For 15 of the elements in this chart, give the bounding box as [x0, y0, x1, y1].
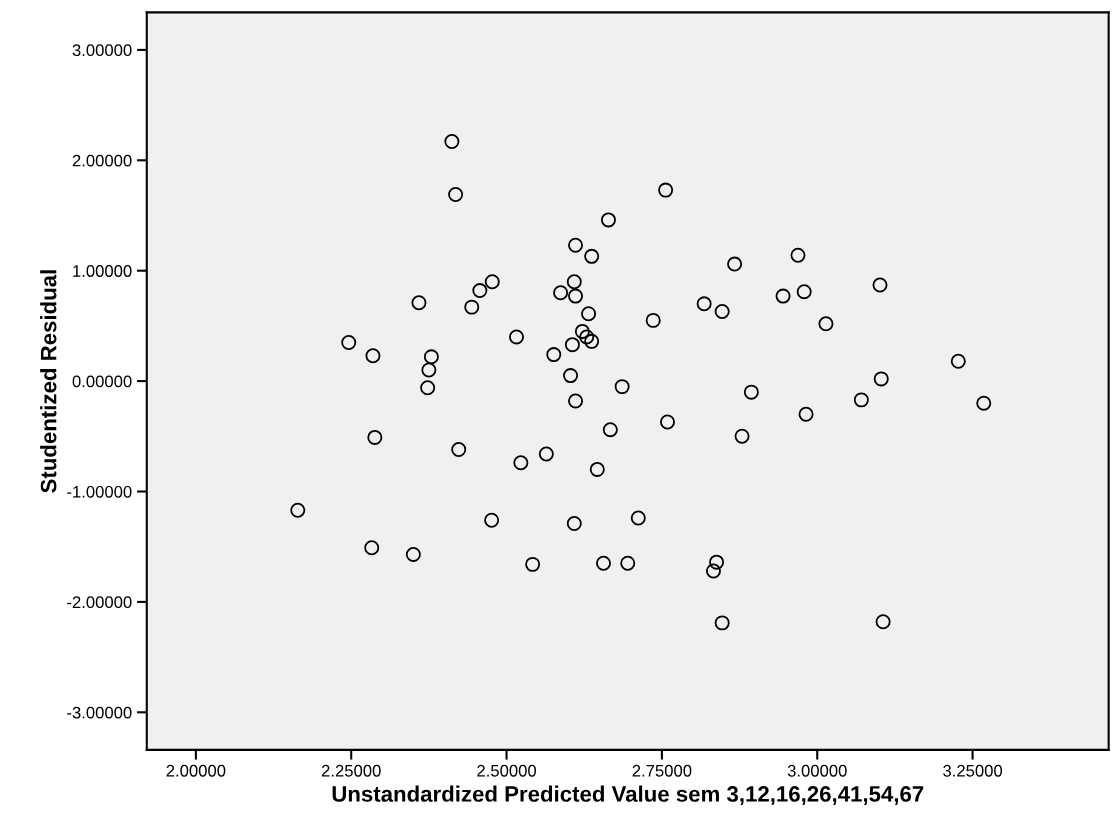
y-tick-label: -2.00000 [67, 596, 132, 609]
x-tick-label: 2.50000 [477, 764, 537, 777]
x-tick-label: 3.00000 [787, 764, 847, 777]
x-tick-label: 2.75000 [632, 764, 692, 777]
y-tick-label: 0.00000 [72, 375, 132, 388]
x-tick-label: 3.25000 [943, 764, 1003, 777]
y-tick-label: 3.00000 [72, 44, 132, 57]
y-axis-title: Studentized Residual [40, 270, 57, 493]
y-tick-label: -1.00000 [67, 485, 132, 498]
x-tick-label: 2.25000 [321, 764, 381, 777]
y-tick-label: 1.00000 [73, 265, 132, 277]
y-tick-label: -3.00000 [67, 706, 132, 719]
x-axis-title: Unstandardized Predicted Value sem 3,12,16,26,41,54,67 [332, 785, 924, 806]
x-tick-label: 2.00000 [166, 764, 226, 777]
y-tick-label: 2.00000 [72, 154, 132, 167]
